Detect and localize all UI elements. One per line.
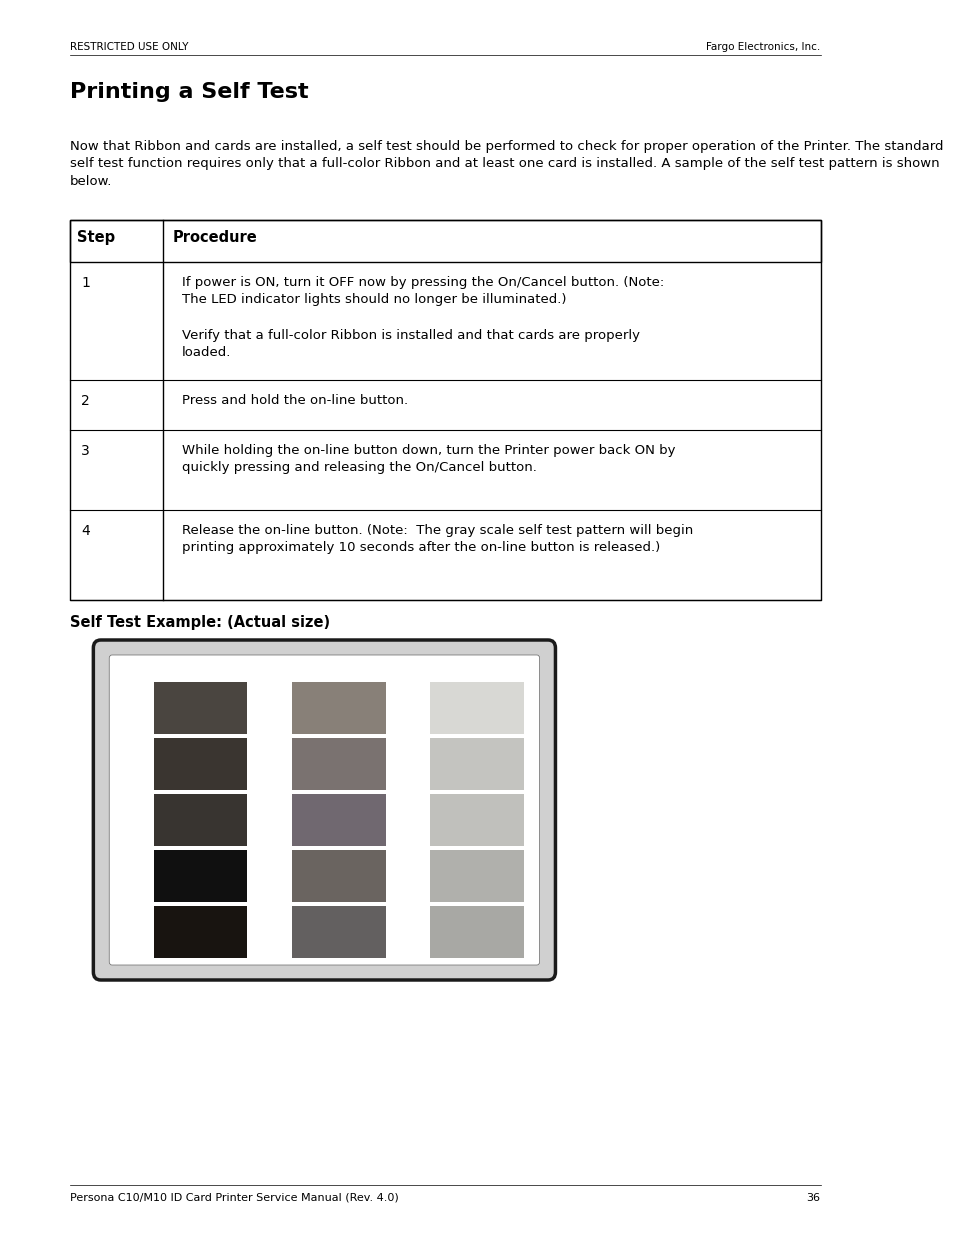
- Bar: [153, 906, 247, 958]
- Text: Self Test Example: (Actual size): Self Test Example: (Actual size): [70, 615, 330, 630]
- Bar: [153, 739, 247, 790]
- Bar: [153, 794, 247, 846]
- Text: If power is ON, turn it OFF now by pressing the On/Cancel button. (Note:
The LED: If power is ON, turn it OFF now by press…: [182, 275, 663, 359]
- Bar: [430, 682, 523, 734]
- FancyBboxPatch shape: [109, 655, 539, 965]
- Text: 4: 4: [81, 524, 90, 538]
- Bar: [430, 850, 523, 902]
- Bar: [153, 850, 247, 902]
- Bar: [292, 739, 385, 790]
- Bar: [153, 682, 247, 734]
- Text: RESTRICTED USE ONLY: RESTRICTED USE ONLY: [70, 42, 189, 52]
- Text: Procedure: Procedure: [172, 230, 257, 245]
- Text: Now that Ribbon and cards are installed, a self test should be performed to chec: Now that Ribbon and cards are installed,…: [70, 140, 943, 188]
- Text: 1: 1: [81, 275, 90, 290]
- Text: 2: 2: [81, 394, 90, 408]
- FancyBboxPatch shape: [93, 640, 555, 981]
- Bar: [430, 906, 523, 958]
- Bar: [292, 850, 385, 902]
- Text: Step: Step: [77, 230, 115, 245]
- Bar: [430, 794, 523, 846]
- Text: Release the on-line button. (Note:  The gray scale self test pattern will begin
: Release the on-line button. (Note: The g…: [182, 524, 693, 555]
- Bar: [292, 682, 385, 734]
- Bar: [70, 220, 820, 600]
- Text: While holding the on-line button down, turn the Printer power back ON by
quickly: While holding the on-line button down, t…: [182, 445, 675, 474]
- Bar: [70, 220, 820, 262]
- Bar: [430, 739, 523, 790]
- Text: Fargo Electronics, Inc.: Fargo Electronics, Inc.: [705, 42, 820, 52]
- Text: 36: 36: [805, 1193, 820, 1203]
- Text: 3: 3: [81, 445, 90, 458]
- Bar: [292, 794, 385, 846]
- Text: Persona C10/M10 ID Card Printer Service Manual (Rev. 4.0): Persona C10/M10 ID Card Printer Service …: [70, 1193, 398, 1203]
- Text: Printing a Self Test: Printing a Self Test: [70, 82, 309, 103]
- Bar: [292, 906, 385, 958]
- Text: Press and hold the on-line button.: Press and hold the on-line button.: [182, 394, 408, 408]
